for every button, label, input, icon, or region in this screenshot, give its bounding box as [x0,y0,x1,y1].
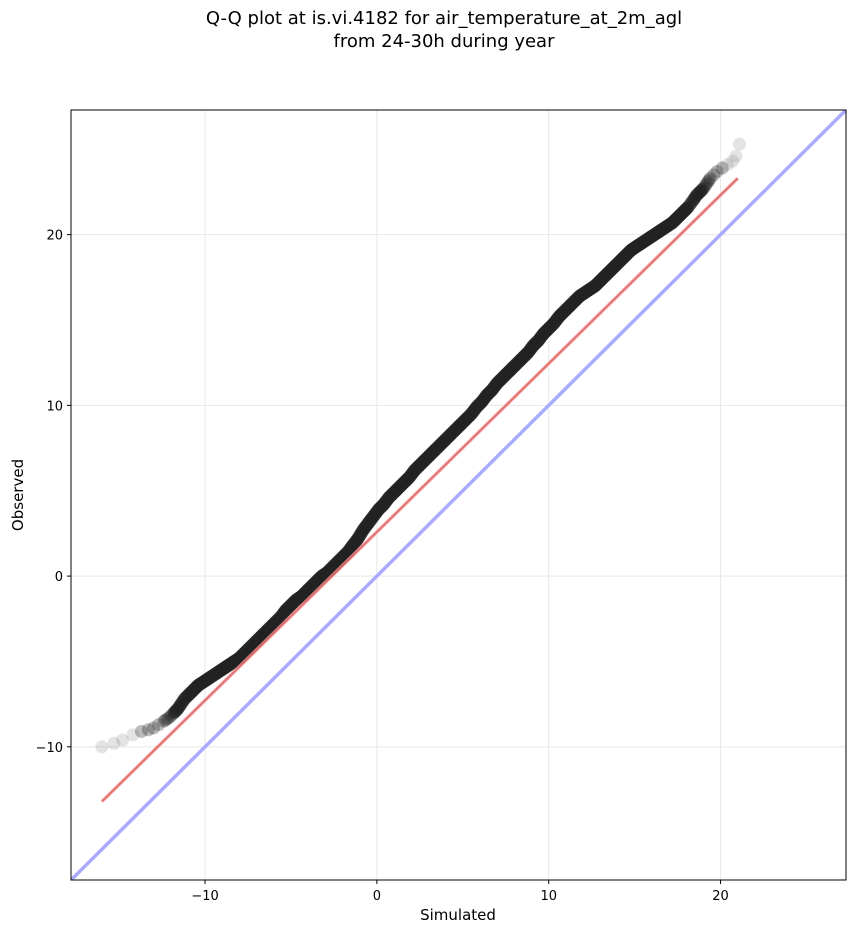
quantile-point-9 [159,713,173,727]
chart-title-line-2: from 24-30h during year [333,31,555,52]
quantile-point-628 [710,164,724,178]
quantile-point-4 [134,724,148,738]
y-tick-label-3: 20 [46,229,63,244]
quantile-point-8 [157,714,171,728]
y-tick-label-2: 10 [46,399,63,414]
quantile-point-626 [703,171,717,185]
x-tick-label-3: 20 [712,889,729,904]
reference-line-layer [71,110,846,880]
x-tick-label-2: 10 [540,889,557,904]
y-tick-label-1: 0 [55,570,63,585]
reference-line [71,110,846,880]
grid-lines [71,110,846,880]
quantile-point-6 [146,721,160,735]
fit-line-core [101,177,739,802]
quantile-point-624 [701,175,715,189]
quantile-point-633 [732,137,746,151]
quantile-point-1 [107,736,121,750]
fit-line-layer [100,177,739,803]
quantile-point-629 [715,161,729,175]
quantile-point-619 [695,183,709,197]
quantile-point-625 [702,173,716,187]
quantile-point-5 [141,723,155,737]
fit-line [100,177,739,803]
quantile-point-7 [152,718,166,732]
chart-title-line-1: Q-Q plot at is.vi.4182 for air_temperatu… [205,8,683,29]
quantile-point-631 [726,154,740,168]
x-tick-label-0: −10 [191,889,218,904]
y-axis-label: Observed [9,459,27,531]
quantile-point-2 [116,733,130,747]
quantile-point-0 [95,740,109,754]
quantile-point-632 [729,149,743,163]
quantile-point-621 [698,180,712,194]
x-axis-label: Simulated [420,906,496,924]
quantile-point-627 [707,168,721,182]
chart-title: Q-Q plot at is.vi.4182 for air_temperatu… [0,7,854,53]
quantile-point-630 [720,158,734,172]
y-tick-label-0: −10 [36,741,63,756]
axis-ticks: −10 0 10 20 −10 0 10 20 [36,229,729,904]
quantile-point-622 [699,178,713,192]
quantile-point-3 [126,728,140,742]
plot-frame [70,109,847,881]
quantile-point-623 [700,176,714,190]
x-tick-label-1: 0 [373,889,381,904]
quantile-points [95,137,746,754]
quantile-point-620 [696,182,710,196]
